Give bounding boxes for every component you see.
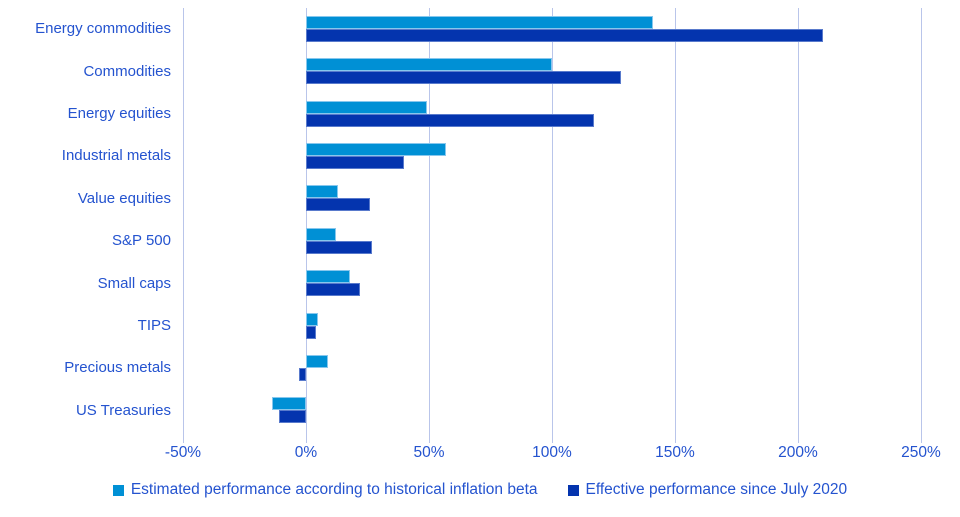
category-label: Small caps	[97, 274, 171, 292]
legend-swatch-effective-icon	[567, 484, 579, 496]
gridline-250%	[921, 8, 922, 432]
tick-mark	[306, 432, 307, 443]
bar-effective	[306, 240, 373, 254]
bar-estimated	[306, 142, 447, 156]
bar-effective	[306, 113, 594, 127]
bar-estimated	[306, 185, 338, 199]
gridline-100%	[552, 8, 553, 432]
bar-effective	[306, 28, 823, 42]
bar-effective	[278, 410, 306, 424]
bar-effective	[306, 325, 316, 339]
legend-label-estimated: Estimated performance according to histo…	[130, 481, 538, 498]
bar-effective	[306, 155, 405, 169]
x-tick-label: 100%	[532, 444, 572, 461]
legend-item-effective: Effective performance since July 2020	[567, 481, 848, 499]
tick-mark	[798, 432, 799, 443]
x-tick-label: -50%	[164, 444, 202, 461]
x-tick-label: 200%	[778, 444, 818, 461]
legend-label-effective: Effective performance since July 2020	[585, 481, 848, 498]
category-label: Value equities	[77, 189, 171, 207]
tick-mark	[429, 432, 430, 443]
category-label: Precious metals	[64, 359, 171, 377]
x-tick-label: 50%	[413, 444, 445, 461]
x-tick-label: 0%	[294, 444, 318, 461]
bar-estimated	[306, 312, 319, 326]
bar-effective	[306, 71, 621, 85]
bar-estimated	[306, 270, 351, 284]
bar-estimated	[306, 354, 329, 368]
bar-estimated	[306, 15, 653, 29]
bar-effective	[306, 198, 370, 212]
bar-estimated	[306, 58, 552, 72]
category-label: Energy equities	[67, 105, 171, 122]
category-label: US Treasuries	[75, 401, 171, 419]
legend: Estimated performance according to histo…	[0, 481, 960, 499]
bar-estimated	[306, 100, 427, 114]
tick-mark	[183, 432, 184, 443]
tick-mark	[675, 432, 676, 443]
bar-estimated	[306, 227, 336, 241]
gridline-200%	[798, 8, 799, 432]
tick-mark	[552, 432, 553, 443]
legend-item-estimated: Estimated performance according to histo…	[112, 481, 538, 499]
x-tick-label: 150%	[655, 444, 695, 461]
legend-swatch-estimated-icon	[112, 484, 124, 496]
gridline--50%	[183, 8, 184, 432]
plot-area	[183, 8, 922, 443]
category-label: S&P 500	[112, 232, 171, 250]
category-label: TIPS	[137, 317, 171, 334]
category-label: Energy commodities	[35, 20, 171, 38]
gridline-0%	[306, 8, 307, 432]
bar-effective	[306, 283, 361, 297]
gridline-150%	[675, 8, 676, 432]
category-label: Commodities	[83, 62, 171, 80]
bar-effective	[298, 367, 306, 381]
gridline-50%	[429, 8, 430, 432]
tick-mark	[921, 432, 922, 443]
bar-estimated	[271, 397, 306, 411]
x-tick-label: 250%	[901, 444, 941, 461]
category-label: Industrial metals	[61, 147, 171, 165]
